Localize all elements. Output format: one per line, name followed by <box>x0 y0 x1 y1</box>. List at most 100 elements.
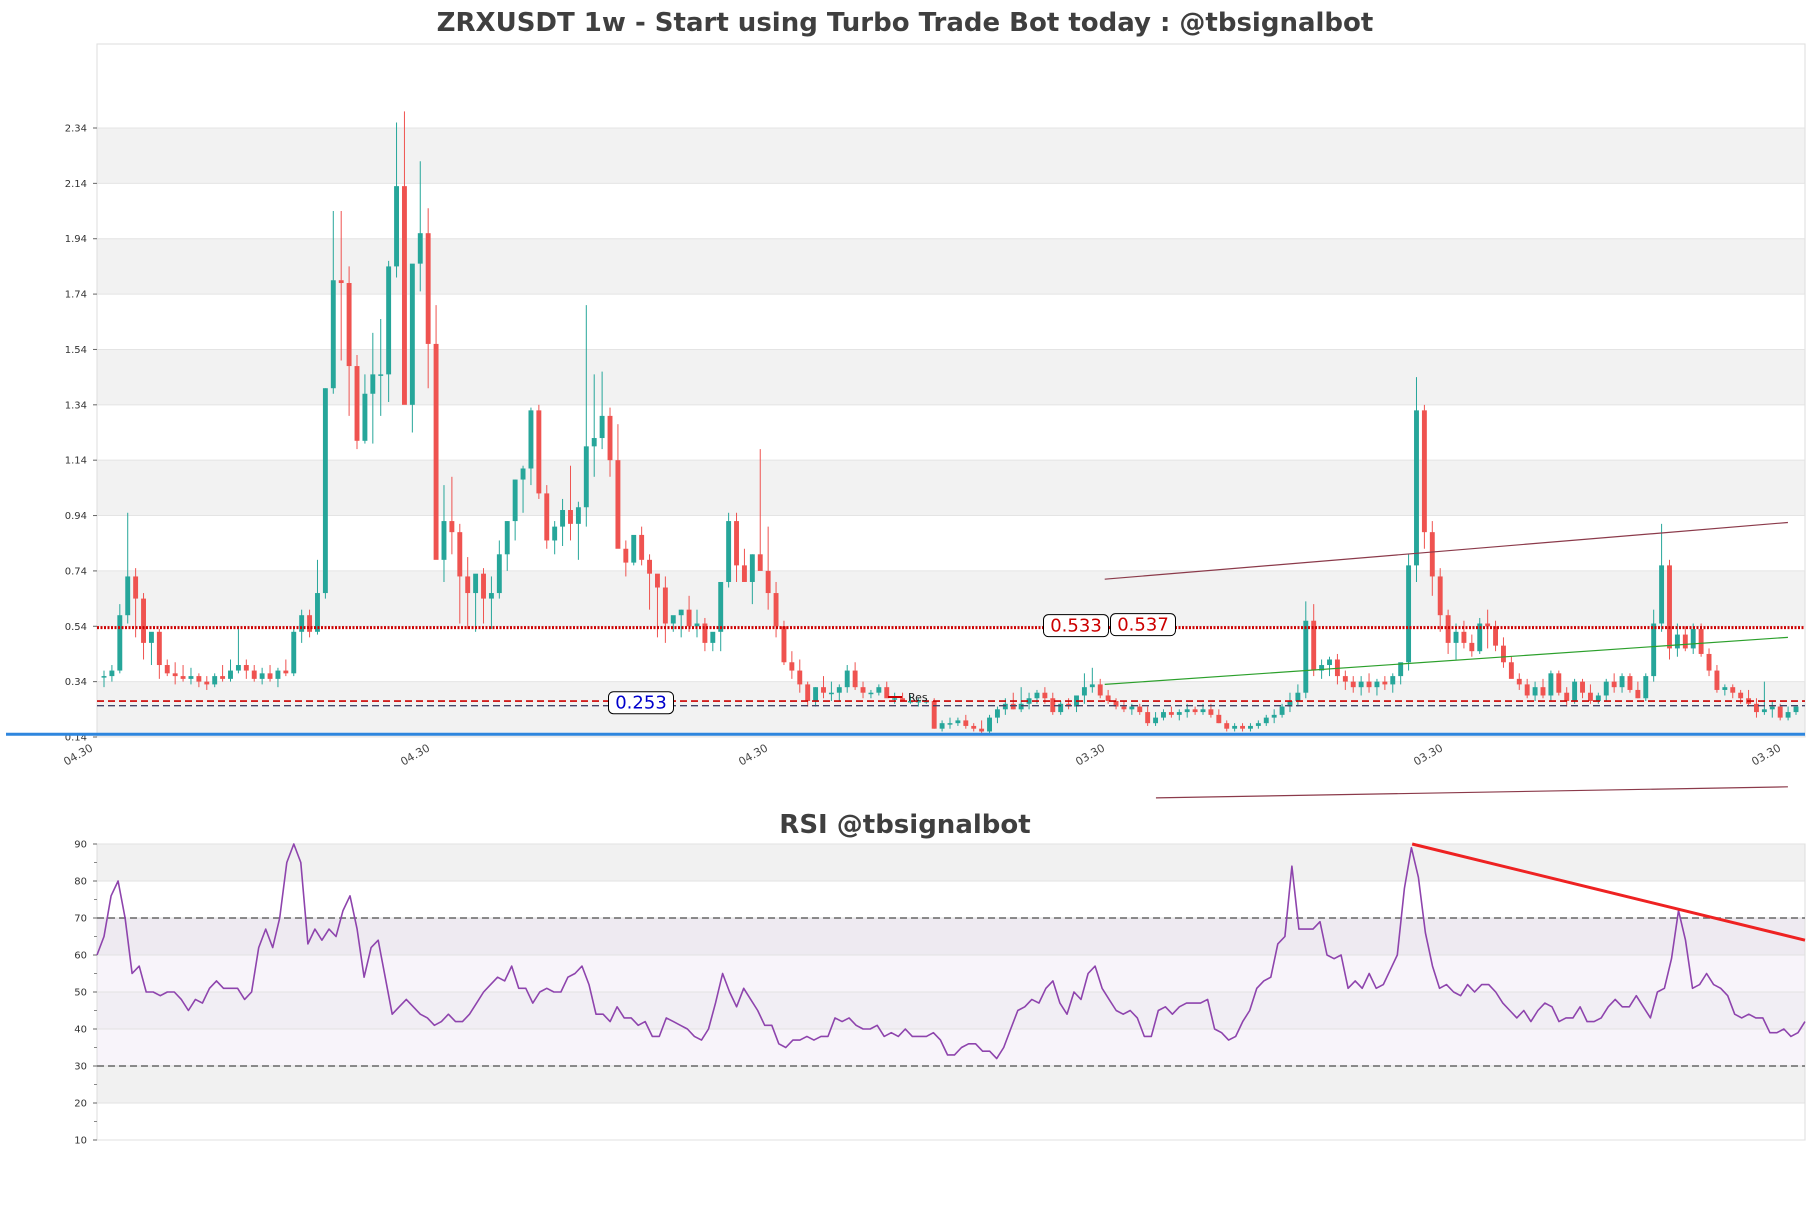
candle-body <box>1619 676 1625 688</box>
legend: Res <box>888 691 928 704</box>
candle <box>813 687 819 707</box>
price-panel: 0.14 0.34 0.54 0.74 0.94 1.14 1.34 1.54 1.74 1.94… <box>6 43 1806 799</box>
candle-body <box>1651 623 1657 677</box>
candle <box>1240 723 1245 732</box>
candle <box>931 698 937 729</box>
candle <box>1153 712 1159 726</box>
candle <box>749 554 755 605</box>
candle <box>1580 678 1585 699</box>
candle <box>1445 609 1451 654</box>
candle <box>1548 670 1554 702</box>
candle-body <box>900 698 906 702</box>
x-tick-label: 04.30 <box>736 741 770 768</box>
candle <box>204 676 210 690</box>
candle-body <box>1176 712 1182 715</box>
candle-body <box>1761 709 1767 713</box>
candle-body <box>299 615 305 632</box>
candle-body <box>836 687 842 693</box>
candle <box>1105 689 1111 704</box>
candle <box>686 595 692 632</box>
candle-body <box>860 687 866 693</box>
candle-body <box>180 676 186 679</box>
candle-body <box>1406 565 1412 663</box>
candle <box>868 689 874 699</box>
candle <box>1311 604 1317 677</box>
candle-body <box>1303 620 1309 693</box>
candle <box>346 266 352 416</box>
candle-body <box>1785 712 1791 718</box>
candle <box>1793 706 1799 715</box>
candle-body <box>1271 714 1277 718</box>
candle <box>520 465 526 513</box>
price-tick-label: 2.34 <box>65 124 87 135</box>
candle-body <box>315 593 320 632</box>
candle-body <box>354 366 360 441</box>
candle <box>1192 706 1198 715</box>
candle-body <box>1097 684 1103 696</box>
candle-body <box>1311 620 1317 671</box>
candle-body <box>1754 703 1759 713</box>
candles-group <box>101 111 1799 735</box>
candle-body <box>536 410 542 494</box>
candle <box>235 629 241 674</box>
candle <box>1603 678 1609 702</box>
price-band <box>97 349 1805 405</box>
candle-body <box>1026 698 1032 704</box>
candle-body <box>204 681 210 685</box>
candle-body <box>1572 681 1578 702</box>
candle-body <box>172 673 178 677</box>
candle <box>528 407 534 486</box>
candle <box>670 615 676 632</box>
rsi-tick-label: 40 <box>74 1025 87 1036</box>
candle <box>1769 701 1775 718</box>
candle <box>1572 678 1578 704</box>
candle <box>1058 701 1064 715</box>
candle <box>1374 678 1380 696</box>
candle <box>188 667 194 685</box>
candle-body <box>884 687 890 699</box>
candle <box>765 526 771 610</box>
candle-body <box>568 510 573 524</box>
candle-body <box>1793 706 1799 713</box>
candle <box>172 662 178 685</box>
price-band <box>97 460 1805 516</box>
candle-body <box>1240 725 1245 729</box>
candle <box>465 557 471 630</box>
x-tick-label: 04.30 <box>61 741 95 768</box>
candle-body <box>1627 676 1633 690</box>
rsi-tick-label: 90 <box>74 840 87 851</box>
candle-body <box>805 684 811 702</box>
candle <box>1461 620 1467 649</box>
candle-body <box>1089 684 1095 688</box>
candle-body <box>1580 681 1585 693</box>
candle <box>694 609 700 638</box>
candle-body <box>1161 712 1166 718</box>
candle-body <box>1042 692 1048 699</box>
candle <box>575 501 581 560</box>
candle-body <box>1295 692 1301 702</box>
x-tick-label: 03.30 <box>1411 741 1445 768</box>
price-tick-label: 1.14 <box>65 456 87 467</box>
candle-body <box>1081 687 1087 696</box>
candle <box>1390 673 1396 693</box>
price-tick-label: 0.94 <box>65 511 87 522</box>
price-tick-label: 2.14 <box>65 179 87 190</box>
candle <box>283 659 289 677</box>
candle <box>473 573 479 632</box>
candle-body <box>1105 695 1111 702</box>
candle-body <box>1674 634 1680 649</box>
rsi-line <box>96 843 1806 1060</box>
x-tick-label: 03.30 <box>1073 741 1107 768</box>
level-label-533: 0.533 <box>1043 614 1109 638</box>
candle <box>362 374 368 444</box>
candle-body <box>1556 673 1562 693</box>
candle-body <box>1137 706 1143 713</box>
candle <box>939 720 945 732</box>
candle <box>449 476 455 555</box>
candle-body <box>1350 681 1356 688</box>
candle-body <box>560 510 566 527</box>
candle <box>1643 673 1649 702</box>
candle <box>900 692 906 702</box>
candle <box>1050 692 1056 715</box>
